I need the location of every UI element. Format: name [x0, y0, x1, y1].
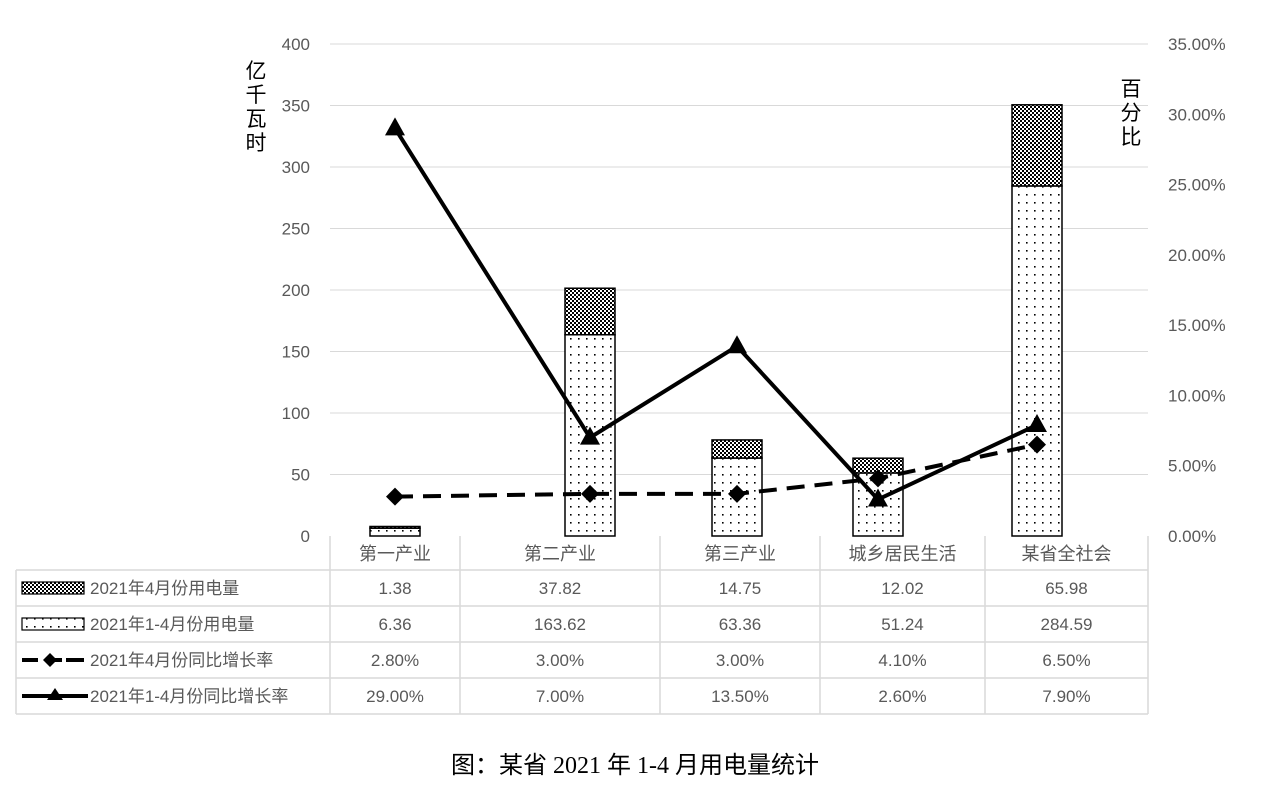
- legend-dots-icon: [21, 617, 85, 631]
- table-cell: 6.36: [378, 615, 411, 634]
- legend-dashed-diamond-icon: [22, 653, 84, 667]
- table-cell: 12.02: [881, 579, 924, 598]
- y2-tick-label: 0.00%: [1168, 527, 1216, 546]
- table-cell: 2.60%: [878, 687, 926, 706]
- data-table: 第一产业 第二产业 第三产业 城乡居民生活 某省全社会 2021年4月份用电量 1.38 37…: [15, 536, 1149, 715]
- diamond-marker: [1028, 435, 1046, 454]
- table-cell: 163.62: [534, 615, 586, 634]
- diamond-marker: [386, 487, 404, 506]
- table-cell: 65.98: [1045, 579, 1088, 598]
- table-legend-label: 2021年1-4月份用电量: [90, 615, 254, 634]
- y-tick-label: 0: [301, 527, 310, 546]
- table-cell: 14.75: [719, 579, 762, 598]
- triangle-marker: [868, 488, 888, 507]
- bar-segment-jan-apr: [369, 527, 421, 537]
- y2-axis-title: 百分比: [1121, 78, 1142, 149]
- table-cell: 1.38: [378, 579, 411, 598]
- table-header-cell: 城乡居民生活: [849, 544, 957, 564]
- table-cell: 3.00%: [716, 651, 764, 670]
- table-legend-label: 2021年1-4月份同比增长率: [90, 687, 288, 706]
- table-header-cell: 第二产业: [524, 544, 596, 564]
- y-tick-label: 400: [282, 35, 310, 54]
- table-cell: 63.36: [719, 615, 762, 634]
- y2-tick-label: 25.00%: [1168, 176, 1226, 195]
- bar-segment-april: [1011, 104, 1063, 187]
- table-cell: 51.24: [881, 615, 924, 634]
- y2-tick-label: 30.00%: [1168, 105, 1226, 124]
- bar-segment-april: [369, 525, 421, 529]
- table-cell: 13.50%: [711, 687, 769, 706]
- diamond-marker: [581, 484, 599, 503]
- y2-tick-label: 35.00%: [1168, 35, 1226, 54]
- table-header-cell: 第三产业: [704, 544, 776, 564]
- y-axis-title: 亿千瓦时: [246, 60, 267, 155]
- table-cell: 2.80%: [371, 651, 419, 670]
- y-tick-label: 350: [282, 97, 310, 116]
- triangle-marker: [385, 117, 405, 136]
- legend-solid-triangle-icon: [22, 688, 88, 700]
- bars: [369, 104, 1063, 537]
- table-cell: 37.82: [539, 579, 582, 598]
- triangle-marker: [727, 335, 747, 354]
- table-cell: 29.00%: [366, 687, 424, 706]
- table-cell: 284.59: [1041, 615, 1093, 634]
- table-legend-label: 2021年4月份同比增长率: [90, 651, 273, 670]
- table-header-cell: 某省全社会: [1022, 544, 1112, 564]
- y-tick-label: 250: [282, 220, 310, 239]
- y-tick-label: 50: [291, 466, 310, 485]
- y2-tick-label: 15.00%: [1168, 316, 1226, 335]
- legend-checker-icon: [21, 581, 85, 595]
- table-cell: 7.00%: [536, 687, 584, 706]
- y2-tick-label: 10.00%: [1168, 386, 1226, 405]
- y2-tick-label: 5.00%: [1168, 457, 1216, 476]
- y2-tick-label: 20.00%: [1168, 246, 1226, 265]
- chart-svg: 0 50 100 150 200 250 300 350 400 0.00% 5.00% 10.00%…: [15, 35, 1226, 715]
- table-cell: 7.90%: [1042, 687, 1090, 706]
- triangle-marker: [1027, 413, 1047, 432]
- table-legend-label: 2021年4月份用电量: [90, 579, 239, 598]
- diamond-marker: [728, 484, 746, 503]
- y-tick-label: 150: [282, 343, 310, 362]
- table-cell: 3.00%: [536, 651, 584, 670]
- y-tick-label: 200: [282, 281, 310, 300]
- triangle-marker: [580, 426, 600, 445]
- y-tick-label: 100: [282, 404, 310, 423]
- table-header-cell: 第一产业: [359, 544, 431, 564]
- diamond-marker: [869, 469, 887, 488]
- table-cell: 4.10%: [878, 651, 926, 670]
- table-cell: 6.50%: [1042, 651, 1090, 670]
- bar-segment-april: [564, 287, 616, 336]
- figure-caption: 图：某省 2021 年 1-4 月用电量统计: [451, 753, 819, 779]
- bar-segment-april: [711, 439, 763, 459]
- y-tick-label: 300: [282, 158, 310, 177]
- bar-segment-jan-apr: [1011, 185, 1063, 537]
